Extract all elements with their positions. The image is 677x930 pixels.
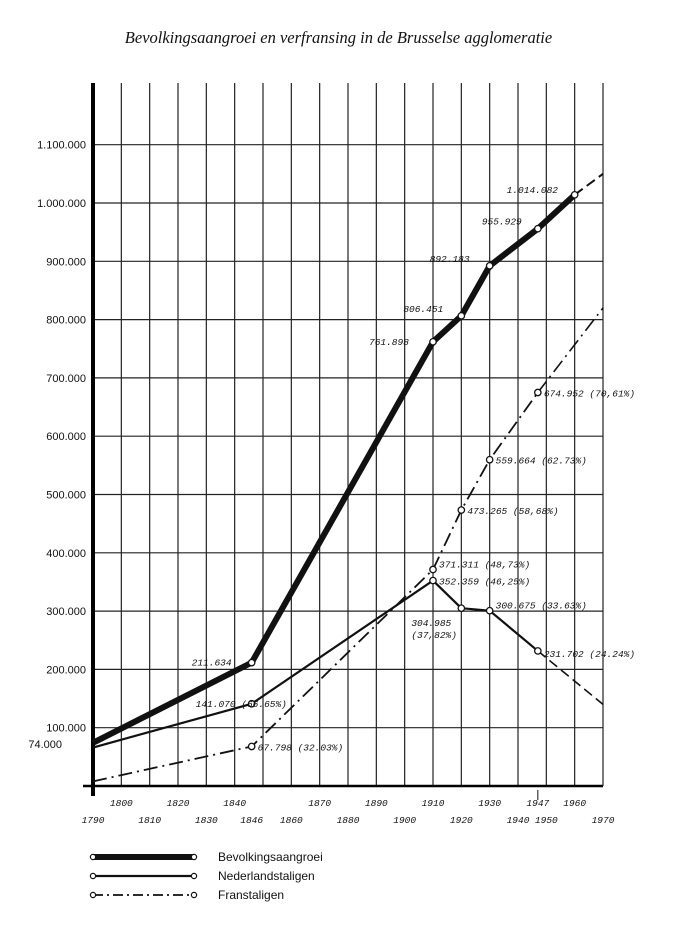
data-label: 352.359 (46,25%) <box>439 577 530 588</box>
x-tick-label-lower: 1830 <box>195 815 218 826</box>
legend-label: Bevolkingsaangroei <box>218 850 323 864</box>
legend-label: Franstaligen <box>218 888 284 902</box>
data-label: 304.985 <box>411 618 451 629</box>
x-tick-label-upper: 1840 <box>223 798 246 809</box>
legend-marker <box>89 853 97 861</box>
data-label: 231.702 (24.24%) <box>544 649 635 660</box>
data-point-marker <box>429 565 437 574</box>
x-tick-label-lower: 1846 <box>240 815 263 826</box>
series-line-franstaligen <box>92 391 539 783</box>
x-tick-label-upper: 1947 <box>526 798 549 809</box>
chart-legend: Bevolkingsaangroei Nederlandstaligen Frans… <box>89 850 323 902</box>
data-label: 141.070 (66.65%) <box>196 699 287 710</box>
y-tick-label: 100.000 <box>46 723 86 735</box>
y-tick-label: 400.000 <box>46 548 86 560</box>
data-label: 67.798 (32.03%) <box>258 742 344 753</box>
x-tick-label-upper: 1930 <box>478 798 501 809</box>
data-label: 300.675 (33.63%) <box>496 601 587 612</box>
series-extension-bevolkingsaangroei <box>574 173 604 196</box>
chart-grid <box>93 83 603 786</box>
data-point-marker <box>570 190 579 199</box>
x-tick-label-lower: 1900 <box>393 815 416 826</box>
y-tick-label: 500.000 <box>46 490 86 502</box>
x-tick-label-lower: 1950 <box>535 815 558 826</box>
data-point-marker <box>457 604 466 613</box>
legend-marker <box>190 891 198 899</box>
y-tick-label: 1.000.000 <box>37 198 86 210</box>
y-tick-label: 800.000 <box>46 315 86 327</box>
y-tick-label: 300.000 <box>46 606 86 618</box>
data-label: 1.014.082 <box>507 185 559 196</box>
y-tick-label: 200.000 <box>46 664 86 676</box>
data-point-marker <box>457 506 466 514</box>
data-label: 892.183 <box>430 254 470 265</box>
x-tick-label-lower: 1940 <box>507 815 530 826</box>
x-tick-label-upper: 1800 <box>110 798 133 809</box>
data-label: (37,82%) <box>411 630 457 641</box>
y-tick-label: 1.100.000 <box>37 140 86 152</box>
y-tick-label: 600.000 <box>46 431 86 443</box>
x-tick-label-lower: 1970 <box>592 815 615 826</box>
x-tick-label-lower: 1810 <box>138 815 161 826</box>
data-label: 371.311 (48,73%) <box>439 560 530 571</box>
series-markers <box>247 190 579 751</box>
legend-marker <box>89 872 97 880</box>
data-label: 559.664 (62.73%) <box>496 456 587 467</box>
data-point-marker <box>247 742 256 751</box>
legend-marker <box>190 872 198 880</box>
x-tick-label-lower: 1860 <box>280 815 303 826</box>
x-tick-label-upper: 1910 <box>422 798 445 809</box>
data-point-marker <box>457 311 466 320</box>
y-axis-labels: 74.000 100.000 200.000 300.000 400.000 500.00… <box>28 140 86 751</box>
legend-marker <box>190 853 198 861</box>
data-label: 674.952 (70,61%) <box>544 389 635 400</box>
series-line-bevolkingsaangroei <box>91 192 577 746</box>
x-tick-label-lower: 1880 <box>337 815 360 826</box>
x-tick-label-upper: 1960 <box>563 798 586 809</box>
data-point-marker <box>429 337 437 346</box>
chart-title: Bevolkingsaangroei en verfransing in de … <box>124 28 553 47</box>
y-tick-label: 74.000 <box>28 739 62 751</box>
data-point-marker <box>429 576 437 585</box>
data-label: 955.929 <box>482 217 522 228</box>
data-point-marker <box>247 699 256 708</box>
x-tick-label-upper: 1820 <box>167 798 190 809</box>
chart-axes <box>83 83 604 796</box>
x-tick-label-lower: 1920 <box>450 815 473 826</box>
x-axis-labels: 1800 1820 1840 1870 1890 1910 1930 1947 1960 1790… <box>82 790 615 826</box>
data-point-marker <box>533 388 542 397</box>
data-label: 473.265 (58,68%) <box>467 506 558 517</box>
legend-marker <box>89 891 97 899</box>
x-tick-label-upper: 1890 <box>365 798 388 809</box>
series-extension-franstaligen <box>537 307 604 393</box>
data-label: 761.898 <box>369 337 409 348</box>
data-point-marker <box>247 658 256 667</box>
data-point-marker <box>485 262 494 270</box>
data-labels: 211.634 761.898 806.451 892.183 955.929 1.014… <box>192 185 635 754</box>
data-point-marker <box>533 224 542 233</box>
x-tick-label-upper: 1870 <box>308 798 331 809</box>
data-point-marker <box>485 455 494 464</box>
data-label: 806.451 <box>403 304 443 315</box>
series-line-nederlandstaligen <box>92 579 539 749</box>
y-tick-label: 700.000 <box>46 373 86 385</box>
x-tick-label-lower: 1790 <box>82 815 105 826</box>
data-label: 211.634 <box>192 658 232 669</box>
data-point-marker <box>485 606 494 615</box>
data-point-marker <box>533 647 542 655</box>
legend-label: Nederlandstaligen <box>218 869 315 883</box>
y-tick-label: 900.000 <box>46 256 86 268</box>
